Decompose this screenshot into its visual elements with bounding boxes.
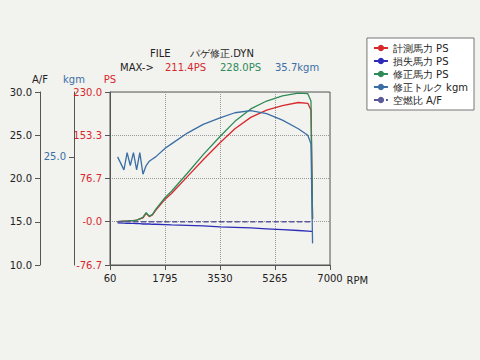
svg-text:PS: PS [104,74,116,85]
svg-text:-0.0: -0.0 [82,216,102,227]
svg-text:修正トルク kgm: 修正トルク kgm [393,82,468,93]
svg-text:-76.7: -76.7 [76,260,102,271]
svg-text:153.3: 153.3 [73,130,102,141]
svg-text:MAX->: MAX-> [120,62,154,73]
svg-text:60: 60 [104,273,117,284]
svg-text:230.0: 230.0 [73,87,102,98]
svg-text:35.7kgm: 35.7kgm [275,62,319,73]
svg-text:損失馬力 PS: 損失馬力 PS [393,56,449,67]
svg-text:7000: 7000 [317,273,342,284]
svg-text:修正馬力 PS: 修正馬力 PS [393,69,449,80]
svg-text:FILE: FILE [150,48,171,59]
svg-text:228.0PS: 228.0PS [220,62,261,73]
svg-text:10.0: 10.0 [10,260,32,271]
svg-text:1795: 1795 [152,273,177,284]
svg-text:76.7: 76.7 [80,173,102,184]
svg-text:20.0: 20.0 [10,173,32,184]
svg-text:15.0: 15.0 [10,216,32,227]
svg-text:パゲ修正.DYN: パゲ修正.DYN [189,48,254,59]
svg-text:kgm: kgm [63,74,85,85]
svg-text:30.0: 30.0 [10,87,32,98]
svg-text:211.4PS: 211.4PS [165,62,206,73]
svg-text:5265: 5265 [262,273,287,284]
svg-text:A/F: A/F [32,74,48,85]
svg-text:25.0: 25.0 [10,130,32,141]
svg-text:3530: 3530 [207,273,232,284]
svg-text:空燃比 A/F: 空燃比 A/F [393,95,442,106]
svg-text:RPM: RPM [347,275,369,286]
svg-text:25.0: 25.0 [44,151,66,162]
svg-text:計測馬力 PS: 計測馬力 PS [393,43,449,54]
